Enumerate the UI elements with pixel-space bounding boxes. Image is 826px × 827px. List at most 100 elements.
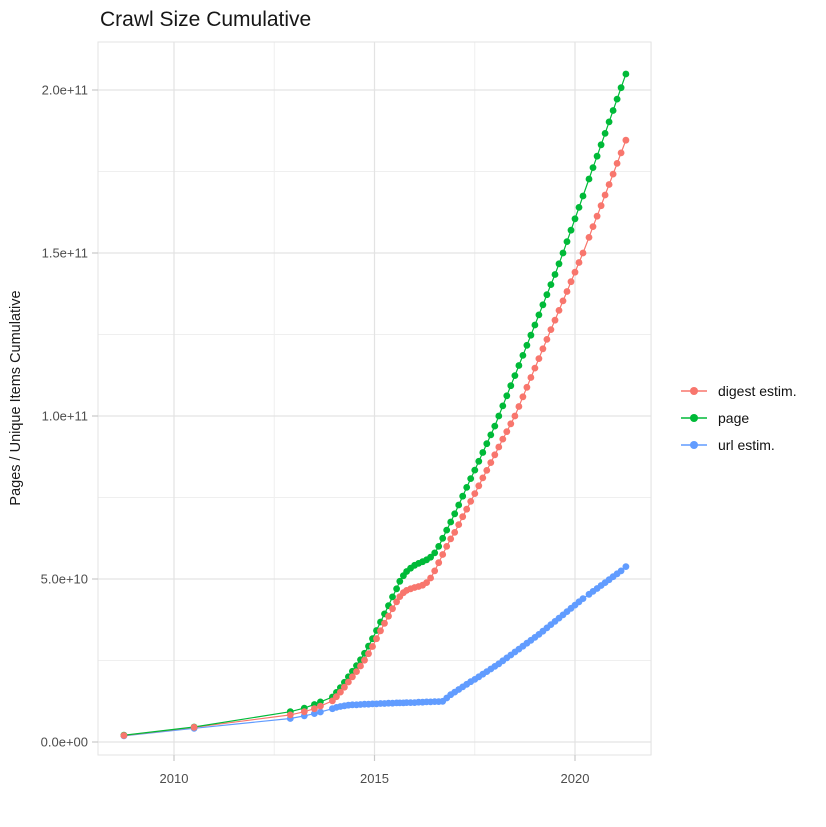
data-point <box>487 431 495 439</box>
data-point <box>597 202 605 210</box>
data-point <box>605 118 613 126</box>
data-point <box>567 226 575 234</box>
data-point <box>337 688 344 696</box>
legend-item-digest: digest estim. <box>680 377 797 404</box>
data-point <box>609 107 617 114</box>
data-point <box>551 271 559 278</box>
data-point <box>519 352 527 359</box>
data-point <box>579 595 587 602</box>
data-point <box>499 435 507 443</box>
data-point <box>286 711 294 719</box>
data-point <box>527 331 535 339</box>
data-point <box>365 650 372 658</box>
data-point <box>435 559 443 567</box>
data-point <box>451 510 459 518</box>
data-point <box>385 612 392 620</box>
legend-key-url-icon <box>681 440 707 449</box>
data-point <box>547 281 555 288</box>
data-point <box>575 204 583 211</box>
data-point <box>507 420 515 428</box>
data-point <box>617 84 625 92</box>
data-point <box>543 336 551 343</box>
data-point <box>423 579 430 586</box>
data-point <box>507 382 515 390</box>
data-point <box>479 449 487 456</box>
axis-tick-marks <box>92 89 576 761</box>
data-point <box>503 428 511 435</box>
data-point <box>613 95 621 103</box>
data-point <box>515 403 523 410</box>
series-points <box>120 70 630 740</box>
data-point <box>491 422 499 430</box>
data-point <box>393 598 400 606</box>
y-tick-label: 5.0e+10 <box>41 572 88 587</box>
data-point <box>467 498 475 505</box>
data-point <box>447 518 455 526</box>
data-point <box>471 466 479 474</box>
data-point <box>483 467 491 474</box>
data-point <box>563 238 571 246</box>
legend-item-page: page <box>680 404 797 431</box>
data-point <box>439 534 447 542</box>
data-point <box>551 316 559 324</box>
data-point <box>439 551 447 558</box>
legend-key-page-icon <box>681 413 707 422</box>
data-point <box>369 643 376 650</box>
x-tick-label: 2010 <box>160 771 189 786</box>
data-point <box>393 585 400 593</box>
legend-key-digest-icon <box>681 386 707 395</box>
data-point <box>523 341 531 349</box>
data-point <box>475 457 483 465</box>
data-point <box>589 223 597 231</box>
data-point <box>341 683 348 691</box>
data-point <box>535 311 543 319</box>
data-point <box>311 705 318 713</box>
data-point <box>317 702 324 710</box>
data-point <box>585 175 593 183</box>
data-point <box>451 529 459 536</box>
data-point <box>571 215 579 223</box>
data-point <box>349 673 356 681</box>
axis-tick-labels: 2010 2015 2020 0.0e+00 5.0e+10 1.0e+11 1.5e+11… <box>41 83 590 787</box>
legend: digest estim. page url estim. <box>680 377 797 458</box>
data-point <box>613 160 621 167</box>
data-point <box>396 577 404 585</box>
data-point <box>519 393 527 401</box>
data-point <box>475 482 483 490</box>
data-point <box>463 484 471 491</box>
data-point <box>593 212 601 220</box>
data-point <box>435 543 443 550</box>
legend-label-page: page <box>718 409 750 426</box>
data-point <box>431 567 439 575</box>
data-point <box>575 259 583 266</box>
data-point <box>120 732 128 739</box>
data-point <box>559 297 567 305</box>
data-point <box>527 374 535 381</box>
data-point <box>495 412 503 420</box>
data-point <box>467 475 475 482</box>
x-tick-label: 2015 <box>360 771 389 786</box>
legend-label-url: url estim. <box>718 436 775 453</box>
data-point <box>443 526 451 534</box>
data-point <box>535 355 543 362</box>
data-point <box>593 152 601 160</box>
data-point <box>377 627 384 635</box>
data-point <box>471 490 479 497</box>
data-point <box>479 474 487 482</box>
data-point <box>622 136 630 144</box>
data-point <box>579 192 587 200</box>
data-point <box>531 321 539 329</box>
data-point <box>601 191 609 199</box>
data-point <box>357 662 364 670</box>
data-point <box>311 710 318 717</box>
chart-title: Crawl Size Cumulative <box>100 8 311 31</box>
data-point <box>389 605 396 613</box>
data-point <box>617 567 625 575</box>
data-point <box>345 678 352 686</box>
data-point <box>483 440 491 448</box>
data-point <box>431 549 439 557</box>
data-point <box>463 505 471 513</box>
data-point <box>353 668 360 675</box>
